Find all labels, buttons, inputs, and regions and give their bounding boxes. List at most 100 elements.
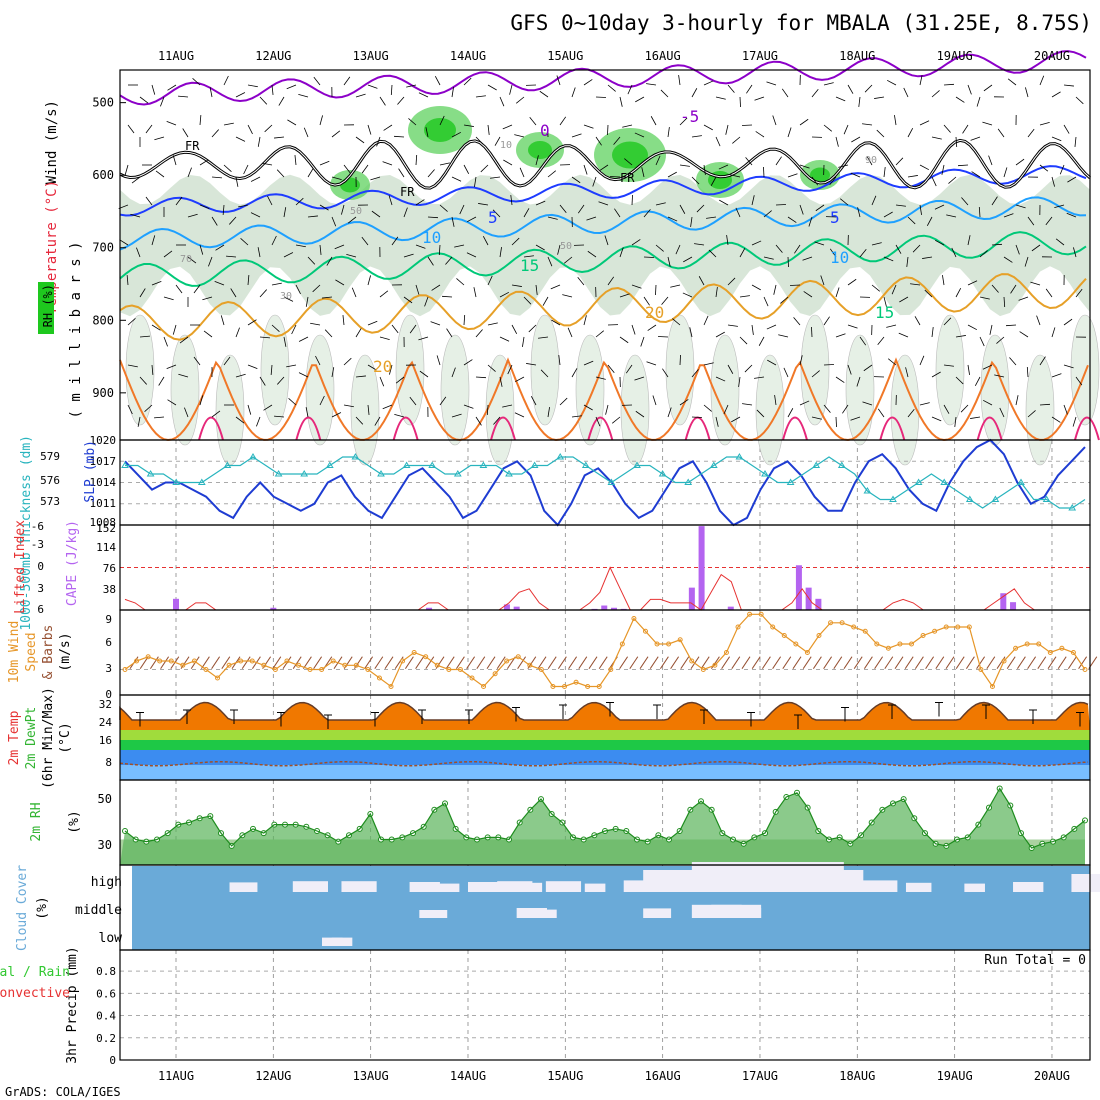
- wind-barb: [1027, 216, 1035, 226]
- wind-barb: [766, 81, 777, 86]
- isotherm-30-arc: [1074, 416, 1100, 441]
- wind-barb: [247, 404, 252, 415]
- wind-barb: [982, 121, 993, 126]
- wind-barb: [493, 416, 501, 425]
- wind-barb: [499, 376, 503, 387]
- wind-barb: [178, 95, 189, 98]
- temp-color-band: [120, 750, 1090, 765]
- rh-dry-pocket: [1025, 354, 1055, 466]
- precip-tick: 0.4: [96, 1010, 116, 1023]
- surface-wind-barb: [364, 656, 374, 669]
- wind-barb: [706, 216, 717, 219]
- wind-barb: [182, 128, 189, 138]
- wind-barb: [1018, 296, 1029, 301]
- wind-barb: [803, 291, 813, 298]
- rh-axis-label: 2m RH: [29, 802, 44, 841]
- wind-barb: [756, 409, 765, 418]
- slp-tick: 1020: [90, 434, 117, 447]
- wind-barb: [418, 92, 429, 98]
- surface-wind-barb: [211, 656, 221, 669]
- wind-barb: [727, 84, 735, 93]
- wind-barb: [595, 416, 601, 427]
- freezing-line-core: [119, 139, 1091, 189]
- wind-barb: [619, 247, 624, 258]
- wind-speed-marker: [816, 633, 822, 638]
- wind-barb: [551, 319, 561, 326]
- wind-barb: [395, 376, 405, 384]
- cape-bar: [805, 587, 812, 610]
- surface-wind-barb: [639, 656, 649, 669]
- wind-barb: [599, 164, 609, 171]
- wind-barb: [883, 296, 887, 307]
- wind-barb: [355, 416, 364, 425]
- wind-barb: [989, 324, 993, 335]
- wind-barb: [703, 80, 714, 86]
- slp-tick: 1017: [90, 455, 117, 468]
- dewpoint-line: [119, 761, 1089, 767]
- wind-barb: [723, 404, 729, 415]
- wind-barb: [223, 122, 234, 126]
- wind-barb: [814, 241, 825, 246]
- wind-speed-marker: [272, 667, 278, 672]
- slp-tick: 1011: [90, 497, 117, 510]
- wind-barb: [907, 408, 915, 418]
- wind-barb: [583, 79, 593, 86]
- date-label-top: 14AUG: [450, 49, 486, 63]
- wind-barb: [243, 164, 249, 175]
- rh-contour-label: 50: [560, 241, 572, 252]
- wind-barb: [1066, 212, 1077, 218]
- wind-barb: [351, 287, 357, 298]
- pressure-tick: 600: [92, 168, 114, 182]
- wind-speed-marker: [631, 616, 637, 621]
- wind-barb: [874, 96, 885, 99]
- wind-barb: [530, 395, 537, 406]
- wind-barb: [409, 324, 417, 334]
- wind-barb: [967, 364, 970, 375]
- wind-barb: [145, 124, 153, 134]
- wind-barb: [559, 204, 567, 214]
- cape-bar: [601, 605, 608, 610]
- wind-barb: [739, 295, 750, 298]
- temp-contour-label: 5: [830, 208, 840, 227]
- date-label-bottom: 17AUG: [742, 1069, 778, 1083]
- cloud-high-bar: [467, 882, 499, 892]
- wind-barb: [667, 256, 671, 267]
- wind-barb: [715, 416, 719, 427]
- date-label-top: 17AUG: [742, 49, 778, 63]
- wind-barb: [811, 176, 819, 186]
- cloud-axis-label: Cloud Cover: [15, 865, 30, 951]
- wind-barb: [682, 292, 693, 298]
- surface-wind-barb: [874, 656, 884, 669]
- wind-speed-marker: [365, 667, 371, 672]
- wind-barb: [473, 287, 477, 298]
- wind-barb: [679, 164, 690, 167]
- wind-barb: [899, 296, 909, 303]
- wind-barb: [931, 176, 937, 187]
- wind-barb: [451, 176, 462, 182]
- wind-speed-marker: [527, 662, 533, 668]
- rh-dry-pocket: [935, 314, 965, 426]
- surface-wind-barb: [925, 656, 935, 669]
- wind-axis-label: 10m Wind: [7, 621, 22, 684]
- wind-barb: [667, 127, 670, 138]
- wind-barb: [691, 176, 700, 185]
- wind-barb: [667, 171, 677, 178]
- temp-tick: 24: [99, 716, 113, 729]
- wind-barb: [486, 404, 489, 416]
- wind-barb: [871, 284, 881, 292]
- wind-barb: [943, 317, 952, 326]
- cape-bar: [513, 606, 520, 610]
- wind-barb: [895, 157, 904, 166]
- wind-barb: [542, 296, 549, 306]
- wind-barb: [619, 96, 623, 107]
- wind-speed-marker: [191, 658, 197, 664]
- rh-dry-pocket: [1070, 314, 1100, 426]
- thickness-marker: [249, 453, 257, 460]
- wind-barb: [931, 136, 942, 140]
- wind-barb: [751, 284, 761, 291]
- surface-wind-barb: [761, 656, 771, 669]
- isotherm-30-arc: [198, 416, 224, 441]
- wind-barb: [1019, 331, 1029, 338]
- wind-barb: [1063, 318, 1073, 326]
- wind-barb: [271, 84, 274, 95]
